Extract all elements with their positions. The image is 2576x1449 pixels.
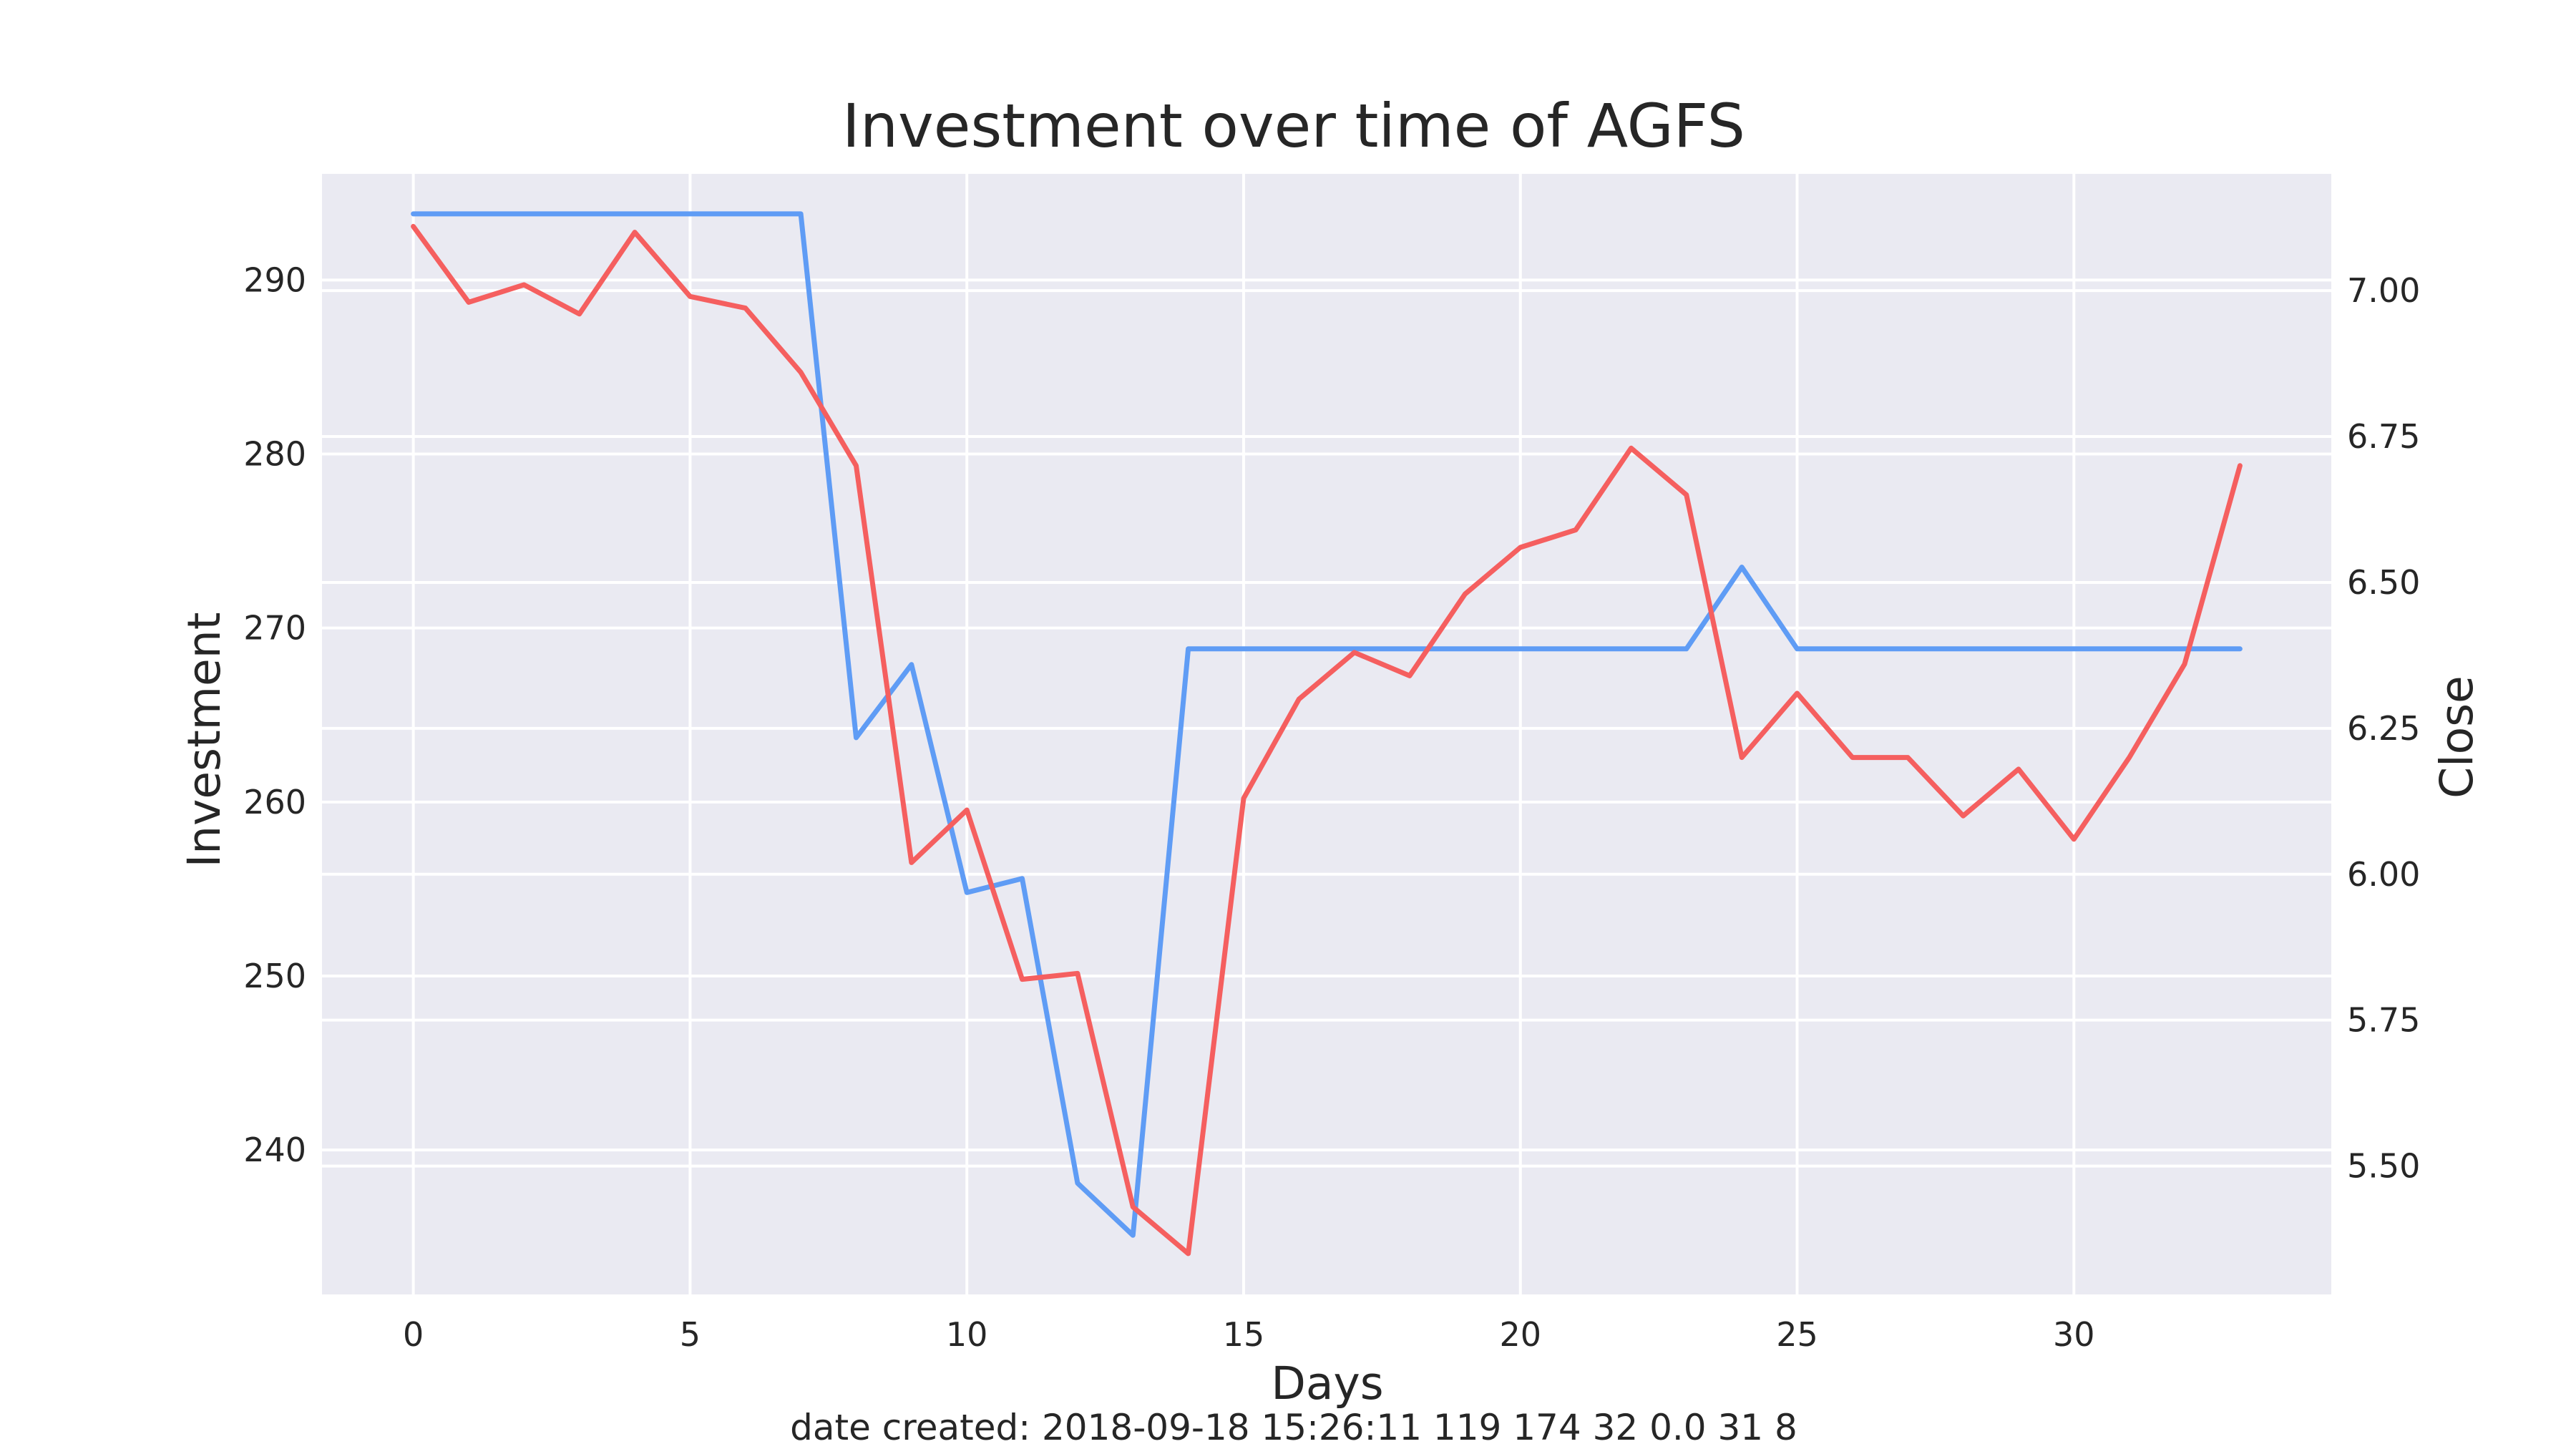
series-line-close (411, 223, 2243, 1257)
y-right-tick-label: 6.50 (2347, 563, 2420, 602)
y-left-tick-label: 250 (243, 957, 306, 995)
x-tick-label: 15 (1223, 1315, 1265, 1354)
y-right-tick-label: 6.00 (2347, 855, 2420, 894)
y-right-tick-label: 6.75 (2347, 417, 2420, 456)
y-right-tick-label: 6.25 (2347, 709, 2420, 748)
y-left-tick-label: 280 (243, 435, 306, 474)
y-left-tick-label: 260 (243, 783, 306, 821)
x-axis-label: Days (1271, 1357, 1383, 1410)
y-left-tick-label: 290 (243, 260, 306, 299)
y-axis-label-right: Close (2431, 675, 2483, 799)
plot-background (322, 174, 2331, 1294)
x-tick-label: 25 (1776, 1315, 1818, 1354)
y-right-tick-label: 5.75 (2347, 1001, 2420, 1040)
footer-date-created: date created: 2018-09-18 15:26:11 119 17… (790, 1407, 1797, 1448)
x-tick-label: 30 (2053, 1315, 2095, 1354)
tick-labels: 0 5 10 15 20 25 30 240 250 260 270 280 290 5.50 5.75 6.… (243, 260, 2420, 1354)
y-right-tick-label: 5.50 (2347, 1147, 2420, 1186)
x-tick-label: 10 (946, 1315, 988, 1354)
grid-lines (322, 174, 2331, 1294)
x-tick-label: 20 (1499, 1315, 1541, 1354)
y-left-tick-label: 270 (243, 609, 306, 648)
series-lines (411, 211, 2243, 1257)
x-tick-label: 0 (403, 1315, 424, 1354)
chart-title: Investment over time of AGFS (842, 91, 1745, 161)
x-tick-label: 5 (680, 1315, 701, 1354)
y-axis-label-left: Investment (178, 613, 230, 868)
series-line-investment (411, 211, 2243, 1238)
y-right-tick-label: 7.00 (2347, 271, 2420, 310)
y-left-tick-label: 240 (243, 1131, 306, 1169)
